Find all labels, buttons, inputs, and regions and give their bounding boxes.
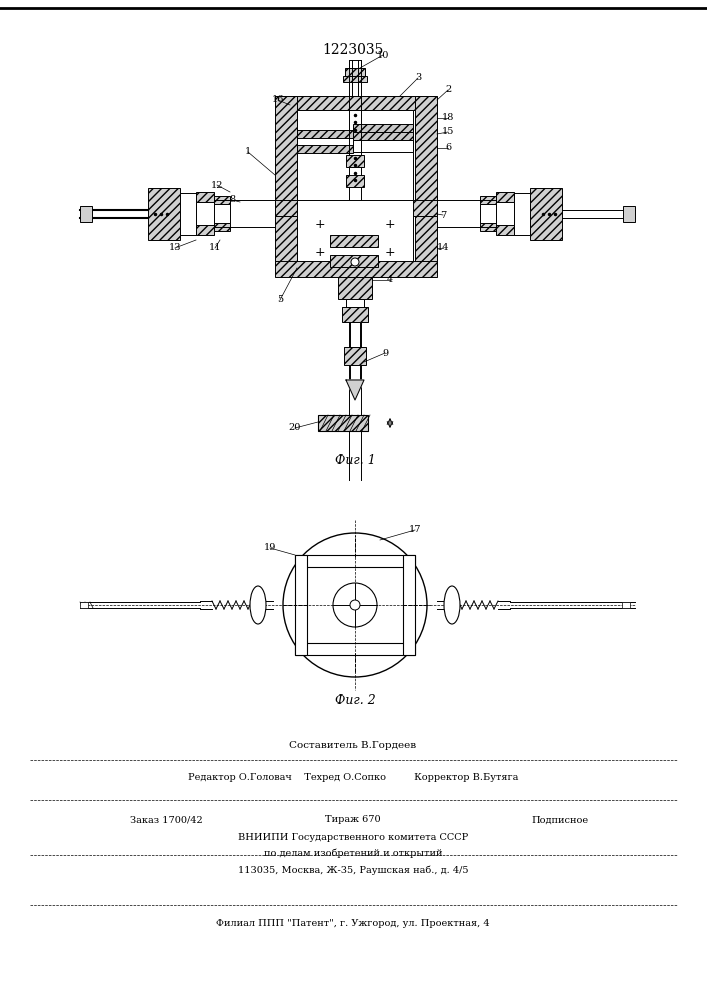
Text: 14: 14 (437, 243, 449, 252)
Text: 1223035: 1223035 (322, 43, 384, 57)
Bar (415, 216, 437, 265)
Bar (415, 96, 437, 206)
Ellipse shape (444, 586, 460, 624)
Bar (346, 299, 364, 307)
Text: 5: 5 (277, 296, 283, 304)
Bar (196, 202, 214, 225)
Bar (214, 196, 230, 204)
Bar (496, 192, 514, 202)
Bar (353, 140, 413, 152)
Text: Подписное: Подписное (532, 816, 588, 824)
Bar (343, 76, 367, 82)
Bar (514, 193, 530, 235)
Bar (297, 200, 413, 265)
Bar (275, 96, 435, 110)
Bar (353, 132, 413, 140)
Bar (297, 110, 413, 200)
Text: 7: 7 (440, 211, 446, 220)
Text: 13: 13 (169, 243, 181, 252)
Bar (297, 145, 353, 153)
Text: 10: 10 (377, 50, 389, 60)
Bar (344, 347, 366, 365)
Bar (180, 193, 196, 235)
Circle shape (350, 600, 360, 610)
Text: по делам изобретений и открытий: по делам изобретений и открытий (264, 848, 443, 858)
Bar (295, 643, 415, 655)
Text: Фиг. 1: Фиг. 1 (334, 454, 375, 466)
Text: 11: 11 (209, 243, 221, 252)
Bar (80, 206, 92, 222)
Text: Составитель В.Гордеев: Составитель В.Гордеев (289, 740, 416, 750)
Text: +: + (315, 246, 325, 259)
Bar (196, 192, 214, 202)
Text: +: + (385, 246, 395, 259)
Text: 19: 19 (264, 544, 276, 552)
Bar (214, 204, 230, 223)
Polygon shape (346, 380, 364, 400)
Bar (349, 60, 361, 68)
Bar (275, 96, 297, 206)
Bar (346, 175, 364, 187)
Text: 113035, Москва, Ж-35, Раушская наб., д. 4/5: 113035, Москва, Ж-35, Раушская наб., д. … (238, 865, 468, 875)
Text: Фиг. 2: Фиг. 2 (334, 694, 375, 706)
Text: Заказ 1700/42: Заказ 1700/42 (130, 816, 203, 824)
Ellipse shape (250, 586, 266, 624)
Text: 8: 8 (229, 196, 235, 205)
Text: 17: 17 (409, 526, 421, 534)
Text: 20: 20 (289, 424, 301, 432)
Text: Филиал ППП "Патент", г. Ужгород, ул. Проектная, 4: Филиал ППП "Патент", г. Ужгород, ул. Про… (216, 920, 490, 928)
Text: Редактор О.Головач    Техред О.Сопко         Корректор В.Бутяга: Редактор О.Головач Техред О.Сопко Коррек… (188, 774, 518, 782)
Bar (350, 322, 360, 347)
Bar (196, 225, 214, 235)
Bar (295, 555, 307, 655)
Bar (480, 196, 496, 204)
Circle shape (351, 258, 359, 266)
Bar (295, 555, 415, 567)
Text: 4: 4 (387, 275, 393, 284)
Text: Тираж 670: Тираж 670 (325, 816, 381, 824)
Bar (530, 188, 562, 240)
Bar (275, 261, 437, 277)
Text: 15: 15 (442, 127, 454, 136)
Bar (346, 155, 364, 167)
Bar (496, 225, 514, 235)
Text: 1: 1 (245, 147, 251, 156)
Bar (496, 202, 514, 225)
Bar (403, 555, 415, 655)
Text: 18: 18 (442, 113, 454, 122)
Bar (480, 204, 496, 223)
Bar (275, 200, 437, 216)
Text: 6: 6 (445, 143, 451, 152)
Text: 12: 12 (211, 180, 223, 190)
Circle shape (283, 533, 427, 677)
Bar (318, 415, 368, 431)
Text: 3: 3 (415, 74, 421, 83)
Circle shape (333, 583, 377, 627)
Bar (345, 68, 365, 76)
Bar (297, 130, 353, 138)
Text: 2: 2 (445, 86, 451, 95)
Bar (148, 188, 180, 240)
Bar (353, 124, 413, 132)
Bar (80, 602, 88, 608)
Text: +: + (385, 219, 395, 232)
Bar (623, 206, 635, 222)
Bar (622, 602, 630, 608)
Text: 9: 9 (382, 349, 388, 358)
Bar (480, 223, 496, 231)
Bar (214, 223, 230, 231)
Text: ВНИИПИ Государственного комитета СССР: ВНИИПИ Государственного комитета СССР (238, 834, 468, 842)
Bar (275, 216, 297, 265)
Bar (350, 365, 360, 380)
Bar (330, 255, 378, 267)
Text: +: + (315, 219, 325, 232)
Text: 16: 16 (271, 96, 284, 104)
Bar (338, 277, 372, 299)
Bar (330, 235, 378, 247)
Bar (342, 307, 368, 322)
